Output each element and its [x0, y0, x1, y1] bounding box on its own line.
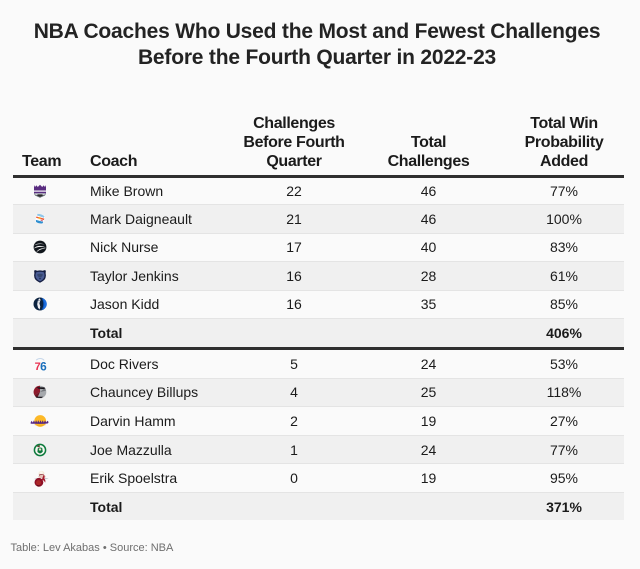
svg-text:7: 7: [35, 361, 41, 371]
svg-text:6: 6: [40, 359, 47, 371]
